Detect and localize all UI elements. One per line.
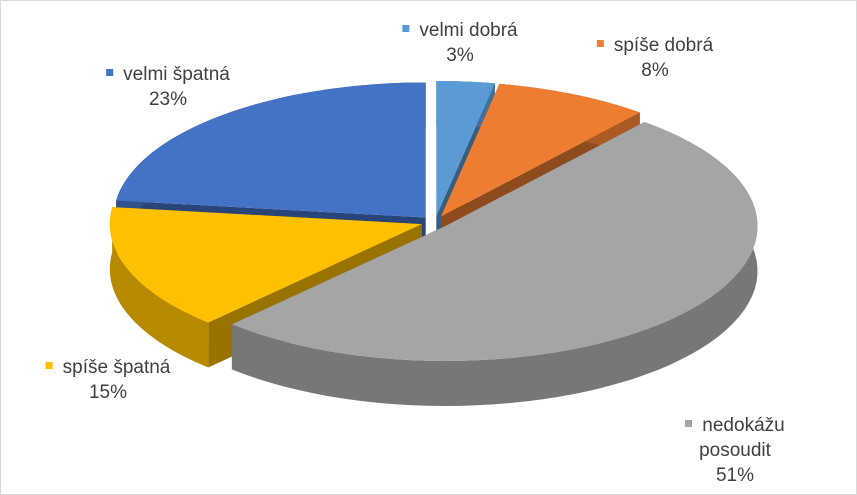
slice xyxy=(441,83,640,217)
slice xyxy=(109,207,422,323)
category-name: velmi dobrá xyxy=(419,20,518,41)
category-name: spíše špatná xyxy=(62,357,171,378)
label-marker xyxy=(402,25,410,33)
slice-side xyxy=(231,122,758,406)
slice xyxy=(436,81,495,216)
value-label: 3% xyxy=(446,45,474,66)
category-name: velmi špatná xyxy=(123,64,230,85)
slice-side xyxy=(109,207,209,368)
slice xyxy=(116,82,426,218)
data-label: spíše dobrá 8% xyxy=(596,33,714,83)
label-marker xyxy=(45,362,53,370)
data-label: spíše špatná 15% xyxy=(45,355,171,405)
category-name: nedokážu posoudit xyxy=(699,415,785,461)
label-marker xyxy=(685,420,693,428)
value-label: 8% xyxy=(641,60,669,81)
slice xyxy=(231,122,758,361)
value-label: 51% xyxy=(715,465,755,486)
label-marker xyxy=(106,69,114,77)
category-name: spíše dobrá xyxy=(613,35,714,56)
label-marker xyxy=(596,40,604,48)
data-label: velmi špatná 23% xyxy=(106,62,230,112)
value-label: 23% xyxy=(148,89,188,110)
value-label: 15% xyxy=(88,382,128,403)
data-label: velmi dobrá 3% xyxy=(402,18,518,68)
data-label: nedokážu posoudit 51% xyxy=(675,413,795,488)
